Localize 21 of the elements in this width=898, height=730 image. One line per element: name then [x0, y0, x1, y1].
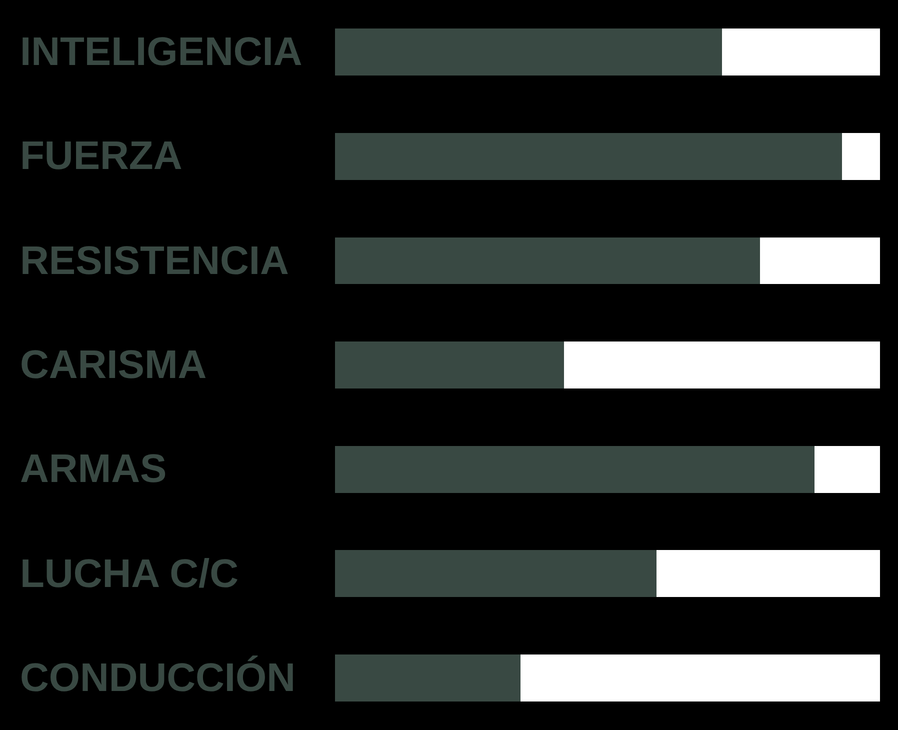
- bar: [722, 28, 880, 76]
- bar: [335, 342, 564, 388]
- y-tick-label: CARISMA: [20, 343, 207, 387]
- bar: [335, 654, 520, 702]
- y-tick-label: FUERZA: [20, 134, 182, 178]
- bar: [520, 654, 880, 702]
- bar: [335, 446, 815, 493]
- bar: [760, 237, 880, 284]
- bar: [335, 550, 657, 598]
- y-tick-label: LUCHA C/C: [20, 552, 238, 596]
- y-tick-label: CONDUCCIÓN: [20, 655, 296, 700]
- bar: [335, 132, 842, 180]
- bar: [656, 550, 880, 598]
- bar: [842, 132, 880, 180]
- y-tick-label: ARMAS: [20, 447, 167, 491]
- bar: [335, 28, 722, 76]
- bar: [814, 446, 880, 493]
- y-tick-label: INTELIGENCIA: [20, 30, 302, 74]
- bar: [335, 237, 760, 284]
- bar: [564, 342, 880, 388]
- y-tick-label: RESISTENCIA: [20, 239, 289, 283]
